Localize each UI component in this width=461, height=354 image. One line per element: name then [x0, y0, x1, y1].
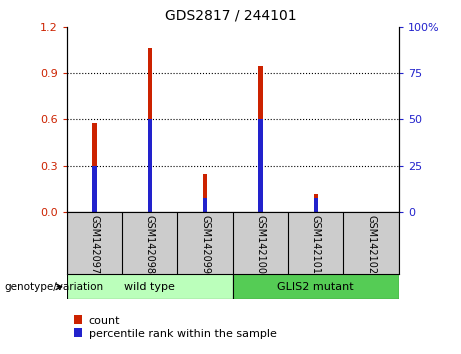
Text: wild type: wild type: [124, 282, 175, 292]
Bar: [148, 48, 152, 212]
Text: count: count: [89, 316, 120, 326]
Text: GDS2817 / 244101: GDS2817 / 244101: [165, 9, 296, 23]
Bar: [258, 66, 263, 212]
Bar: [148, 120, 152, 212]
Text: GSM142101: GSM142101: [311, 216, 321, 274]
Bar: [313, 194, 318, 212]
Text: GSM142099: GSM142099: [200, 216, 210, 274]
Bar: [313, 198, 318, 212]
Text: GSM142098: GSM142098: [145, 216, 155, 274]
Bar: [74, 328, 82, 337]
Bar: [92, 166, 97, 212]
Bar: [258, 120, 263, 212]
Bar: [92, 123, 97, 212]
Text: GSM142102: GSM142102: [366, 216, 376, 275]
Bar: [203, 198, 207, 212]
Text: percentile rank within the sample: percentile rank within the sample: [89, 329, 277, 339]
Bar: [74, 315, 82, 324]
FancyBboxPatch shape: [233, 274, 399, 299]
Text: genotype/variation: genotype/variation: [5, 282, 104, 292]
FancyBboxPatch shape: [67, 274, 233, 299]
Text: GLIS2 mutant: GLIS2 mutant: [278, 282, 354, 292]
Bar: [203, 175, 207, 212]
Text: GSM142100: GSM142100: [255, 216, 266, 274]
Text: GSM142097: GSM142097: [89, 216, 100, 275]
